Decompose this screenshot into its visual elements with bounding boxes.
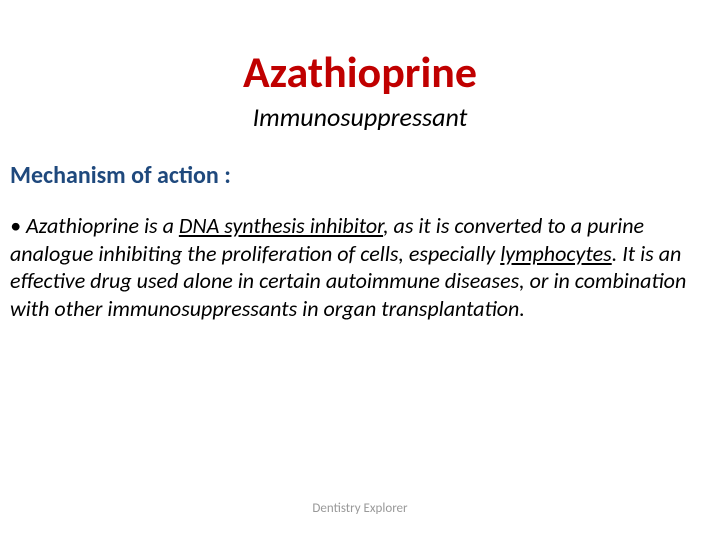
section-heading: Mechanism of action :: [10, 161, 690, 190]
body-text-underlined: lymphocytes: [500, 240, 612, 267]
slide-subtitle: Immunosuppressant: [30, 101, 690, 133]
body-text-part: Azathioprine is a: [21, 212, 179, 239]
slide-title: Azathioprine: [30, 45, 690, 99]
body-text-underlined: DNA synthesis inhibitor: [179, 212, 383, 239]
slide-container: Azathioprine Immunosuppressant Mechanism…: [0, 0, 720, 540]
bullet-marker: •: [10, 212, 21, 239]
slide-footer: Dentistry Explorer: [0, 501, 720, 516]
body-paragraph: • Azathioprine is a DNA synthesis inhibi…: [10, 212, 700, 322]
